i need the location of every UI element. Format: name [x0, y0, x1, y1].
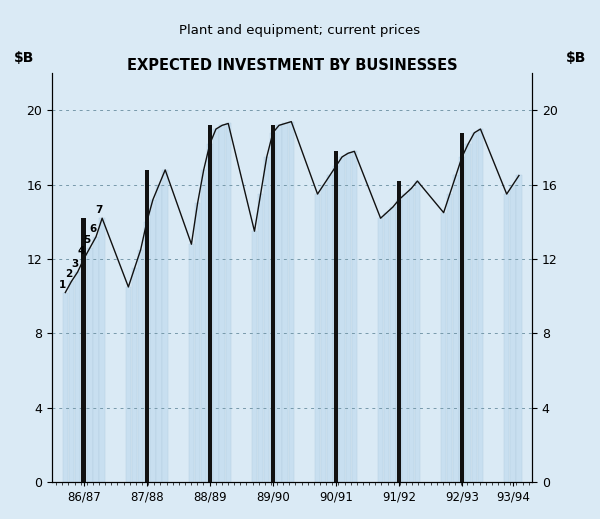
Bar [340, 157, 345, 482]
Bar [352, 152, 357, 482]
Text: 5: 5 [83, 235, 91, 245]
Bar [145, 170, 149, 482]
Bar [346, 153, 351, 482]
Bar [327, 175, 332, 482]
Text: $B: $B [14, 51, 34, 65]
Bar [138, 250, 143, 482]
Bar [510, 185, 515, 482]
Bar [208, 125, 212, 482]
Bar [201, 170, 206, 482]
Bar [504, 194, 509, 482]
Bar [270, 133, 275, 482]
Bar [447, 194, 452, 482]
Text: 3: 3 [71, 260, 79, 269]
Bar [132, 268, 137, 482]
Bar [82, 218, 86, 482]
Bar [390, 207, 395, 482]
Bar [478, 129, 483, 482]
Bar [195, 203, 200, 482]
Text: 1: 1 [59, 280, 66, 290]
Bar [100, 218, 105, 482]
Text: 4: 4 [77, 247, 85, 256]
Text: 6: 6 [89, 224, 97, 234]
Bar [220, 125, 225, 482]
Bar [226, 124, 231, 482]
Text: Plant and equipment; current prices: Plant and equipment; current prices [179, 24, 421, 37]
Bar [466, 144, 471, 482]
Bar [409, 188, 414, 482]
Bar [258, 194, 263, 482]
Bar [516, 175, 521, 482]
Bar [271, 125, 275, 482]
Bar [460, 133, 464, 482]
Bar [94, 237, 99, 482]
Bar [289, 121, 294, 482]
Bar [69, 281, 74, 482]
Text: $B: $B [566, 51, 586, 65]
Bar [384, 213, 389, 482]
Bar [207, 144, 212, 482]
Bar [315, 194, 320, 482]
Bar [396, 200, 401, 482]
Bar [403, 194, 408, 482]
Bar [460, 157, 465, 482]
Bar [397, 181, 401, 482]
Bar [75, 272, 80, 482]
Bar [264, 157, 269, 482]
Bar [415, 181, 420, 482]
Bar [333, 166, 338, 482]
Bar [213, 129, 218, 482]
Bar [189, 244, 194, 482]
Bar [283, 124, 288, 482]
Bar [321, 185, 326, 482]
Bar [125, 287, 131, 482]
Bar [163, 170, 168, 482]
Bar [441, 213, 446, 482]
Bar [87, 248, 92, 482]
Title: EXPECTED INVESTMENT BY BUSINESSES: EXPECTED INVESTMENT BY BUSINESSES [127, 58, 457, 73]
Bar [62, 293, 68, 482]
Bar [472, 133, 477, 482]
Text: 7: 7 [95, 206, 103, 215]
Bar [150, 200, 155, 482]
Text: 2: 2 [65, 268, 72, 279]
Bar [453, 175, 458, 482]
Bar [157, 185, 162, 482]
Bar [334, 152, 338, 482]
Bar [378, 218, 383, 482]
Bar [277, 125, 282, 482]
Bar [81, 259, 86, 482]
Bar [252, 231, 257, 482]
Bar [144, 222, 149, 482]
